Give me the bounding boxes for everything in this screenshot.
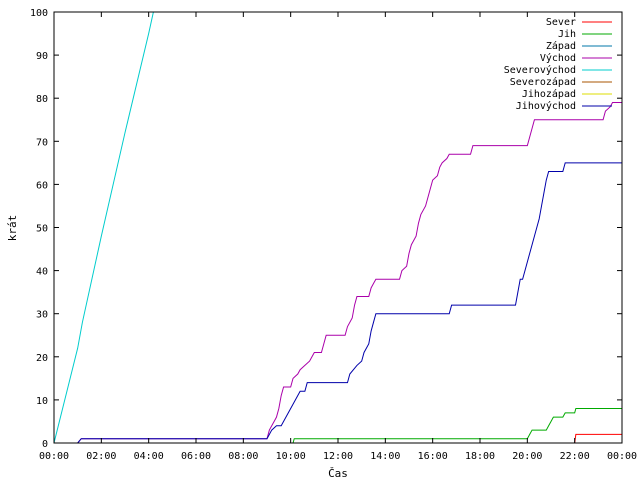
y-tick-label: 30: [36, 310, 48, 321]
y-tick-label: 100: [30, 8, 48, 19]
legend-label-jihozapad: Jihozápad: [522, 88, 576, 100]
legend-label-severozapad: Severozápad: [510, 76, 576, 88]
legend: SeverJihZápadVýchodSeverovýchodSeverozáp…: [504, 17, 612, 112]
x-tick-label: 04:00: [134, 451, 164, 462]
x-tick-label: 08:00: [228, 451, 258, 462]
x-tick-label: 14:00: [370, 451, 400, 462]
series-line-severovychod: [54, 12, 154, 443]
series-line-vychod: [54, 102, 622, 443]
x-tick-label: 00:00: [39, 451, 69, 462]
legend-label-jih: Jih: [558, 29, 576, 40]
series-line-jih: [54, 408, 622, 443]
x-tick-label: 20:00: [512, 451, 542, 462]
x-tick-label: 16:00: [418, 451, 448, 462]
y-tick-label: 0: [42, 439, 48, 450]
y-tick-label: 20: [36, 353, 48, 364]
y-tick-label: 50: [36, 224, 48, 235]
legend-label-severovychod: Severovýchod: [504, 64, 576, 76]
legend-label-zapad: Západ: [546, 40, 576, 52]
series-lines: [54, 12, 622, 443]
x-tick-label: 06:00: [181, 451, 211, 462]
x-axis-label: Čas: [328, 467, 348, 480]
y-tick-label: 10: [36, 396, 48, 407]
y-axis-label: krát: [6, 215, 19, 242]
x-tick-label: 22:00: [560, 451, 590, 462]
legend-label-jihovychod: Jihovýchod: [516, 100, 576, 112]
x-axis-ticks: 00:00 02:00 04:00 06:00 08:00 10:00 12:00 14:00…: [39, 12, 637, 462]
legend-label-sever: Sever: [546, 17, 576, 28]
x-tick-label: 12:00: [323, 451, 353, 462]
y-tick-label: 40: [36, 267, 48, 278]
x-tick-label: 02:00: [86, 451, 116, 462]
y-axis-ticks: 0 10 20 30 40 50 60 70 80 90 100: [30, 8, 622, 450]
x-tick-label: 18:00: [465, 451, 495, 462]
legend-label-vychod: Východ: [540, 52, 576, 64]
y-tick-label: 60: [36, 180, 48, 191]
y-tick-label: 70: [36, 137, 48, 148]
series-line-sever: [54, 433, 622, 443]
x-tick-label: 00:00: [607, 451, 637, 462]
y-tick-label: 90: [36, 51, 48, 62]
y-tick-label: 80: [36, 94, 48, 105]
x-tick-label: 10:00: [276, 451, 306, 462]
series-line-jihovychod: [54, 162, 622, 443]
